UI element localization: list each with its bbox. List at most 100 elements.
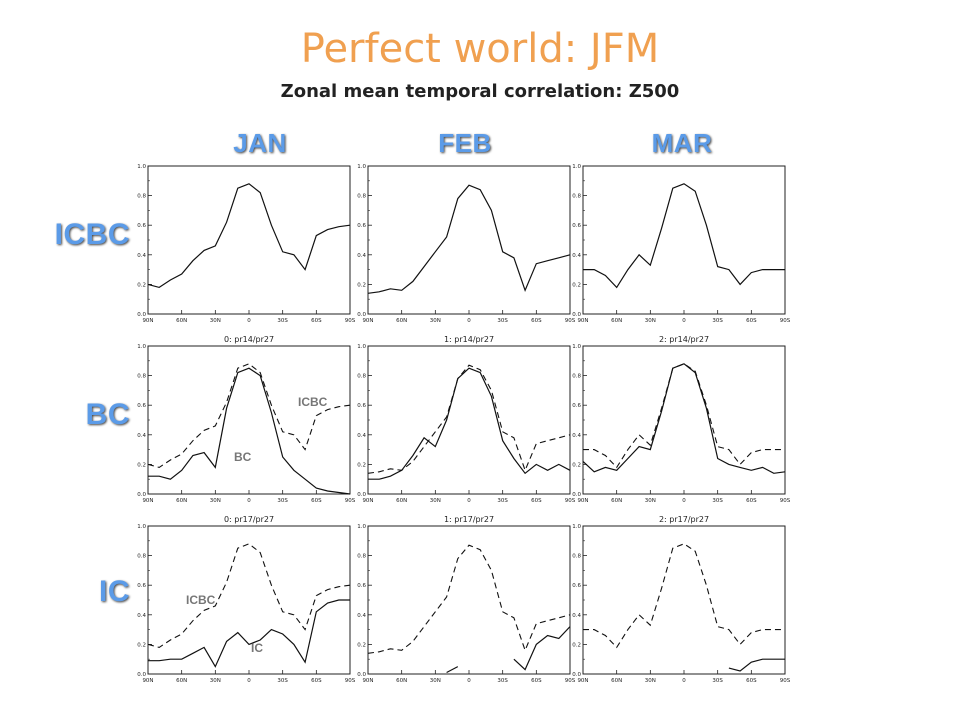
x-tick-label: 30S	[712, 678, 723, 684]
y-tick-label: 1.0	[137, 524, 146, 530]
x-tick-label: 30N	[430, 318, 441, 324]
y-tick-label: 0.4	[572, 253, 581, 259]
series-icbc-dashed-line	[583, 363, 785, 469]
panel-frame	[582, 525, 786, 675]
x-tick-label: 60N	[176, 678, 187, 684]
annotation-ic: IC	[251, 641, 263, 655]
x-tick-label: 90S	[780, 498, 791, 504]
series-icbc-dashed-line	[583, 543, 785, 649]
x-tick-label: 60N	[176, 318, 187, 324]
y-tick-label: 1.0	[137, 164, 146, 170]
panel-icbc-jan: 0.0 0.2 0.4 0.6 0.8 1.0 90N 60N 30N 0 30S 60S 90S	[137, 164, 355, 324]
y-tick-label: 0.8	[357, 554, 366, 560]
panel-frame	[367, 525, 571, 675]
y-tick-label: 0.2	[357, 282, 366, 288]
y-tick-label: 0.0	[572, 312, 581, 318]
y-tick-label: 0.6	[572, 583, 581, 589]
series-ic-line	[148, 599, 350, 668]
y-tick-label: 0.4	[357, 433, 366, 439]
panel-caption: 0: pr17/pr27	[224, 515, 274, 524]
y-tick-label: 0.0	[357, 492, 366, 498]
x-tick-label: 30N	[210, 318, 221, 324]
x-tick-label: 90S	[565, 498, 576, 504]
x-tick-label: 0	[682, 498, 686, 504]
x-tick-label: 0	[247, 678, 251, 684]
series-icbc-dashed-line	[147, 543, 351, 648]
x-tick-label: 90S	[345, 678, 356, 684]
x-tick-label: 60S	[531, 318, 542, 324]
y-tick-label: 0.6	[357, 583, 366, 589]
annotation-bc: BC	[234, 450, 252, 464]
x-tick-label: 30S	[277, 318, 288, 324]
y-tick-label: 1.0	[357, 344, 366, 350]
x-tick-label: 90S	[345, 498, 356, 504]
y-tick-label: 0.0	[137, 492, 146, 498]
series-icbc-dashed-line	[367, 544, 571, 654]
x-tick-label: 30N	[645, 318, 656, 324]
x-tick-label: 90S	[345, 318, 356, 324]
x-tick-label: 60N	[396, 318, 407, 324]
x-tick-label: 30S	[277, 678, 288, 684]
y-tick-label: 0.6	[357, 403, 366, 409]
series-icbc-line	[147, 183, 351, 289]
x-tick-label: 0	[682, 678, 686, 684]
x-tick-label: 90N	[362, 498, 373, 504]
y-tick-label: 0.4	[357, 253, 366, 259]
panel-caption: 1: pr17/pr27	[444, 515, 494, 524]
x-tick-label: 90N	[362, 318, 373, 324]
x-tick-label: 90N	[142, 498, 153, 504]
annotation-icbc: ICBC	[298, 395, 328, 409]
y-tick-label: 0.2	[572, 282, 581, 288]
column-header-mar: MAR	[651, 128, 713, 158]
y-tick-label: 0.8	[357, 194, 366, 200]
y-tick-label: 0.6	[357, 223, 366, 229]
x-tick-label: 60N	[611, 318, 622, 324]
x-tick-label: 30N	[645, 678, 656, 684]
y-tick-label: 1.0	[137, 344, 146, 350]
y-tick-label: 0.4	[572, 433, 581, 439]
y-tick-label: 0.8	[137, 194, 146, 200]
x-tick-label: 60N	[176, 498, 187, 504]
x-tick-label: 0	[247, 498, 251, 504]
series-bc-line	[368, 367, 571, 480]
y-tick-label: 0.2	[357, 462, 366, 468]
series-ic-line	[446, 626, 571, 674]
x-tick-label: 60S	[531, 498, 542, 504]
y-tick-label: 0.0	[357, 672, 366, 678]
y-tick-label: 0.6	[572, 403, 581, 409]
y-tick-label: 0.6	[137, 403, 146, 409]
y-tick-label: 1.0	[357, 524, 366, 530]
series-icbc-dashed-line	[367, 364, 571, 474]
x-tick-label: 30S	[712, 318, 723, 324]
x-tick-label: 60N	[611, 678, 622, 684]
panel-frame	[582, 165, 786, 315]
x-tick-label: 0	[467, 678, 471, 684]
x-tick-label: 90S	[780, 678, 791, 684]
y-tick-label: 1.0	[357, 164, 366, 170]
panel-bc-mar: 0.0 0.2 0.4 0.6 0.8 1.0 90N 60N 30N 0 30S 60S 90S	[572, 344, 790, 504]
panel-caption: 1: pr14/pr27	[444, 335, 494, 344]
x-tick-label: 30S	[277, 498, 288, 504]
panel-bc-jan: 0.0 0.2 0.4 0.6 0.8 1.0 90N 60N 30N 0 30S 60S 90S	[137, 344, 355, 504]
series-ic-line	[728, 658, 785, 672]
slide-subtitle: Zonal mean temporal correlation: Z500	[280, 81, 680, 102]
x-tick-label: 30N	[430, 498, 441, 504]
panel-caption: 2: pr14/pr27	[659, 335, 709, 344]
x-tick-label: 60S	[746, 318, 757, 324]
y-tick-label: 0.2	[137, 282, 146, 288]
x-tick-label: 90N	[142, 318, 153, 324]
x-tick-label: 60S	[531, 678, 542, 684]
row-header-ic: IC	[99, 575, 130, 608]
y-tick-label: 0.2	[572, 642, 581, 648]
x-tick-label: 60S	[746, 498, 757, 504]
x-tick-label: 60S	[311, 318, 322, 324]
x-tick-label: 90N	[577, 678, 588, 684]
x-tick-label: 60N	[611, 498, 622, 504]
x-tick-label: 30N	[645, 498, 656, 504]
panel-icbc-mar: 0.0 0.2 0.4 0.6 0.8 1.0 90N 60N 30N 0 30S 60S 90S	[572, 164, 790, 324]
annotation-icbc: ICBC	[186, 593, 216, 607]
x-tick-label: 30N	[210, 678, 221, 684]
y-tick-label: 0.8	[137, 554, 146, 560]
x-tick-label: 90N	[577, 498, 588, 504]
